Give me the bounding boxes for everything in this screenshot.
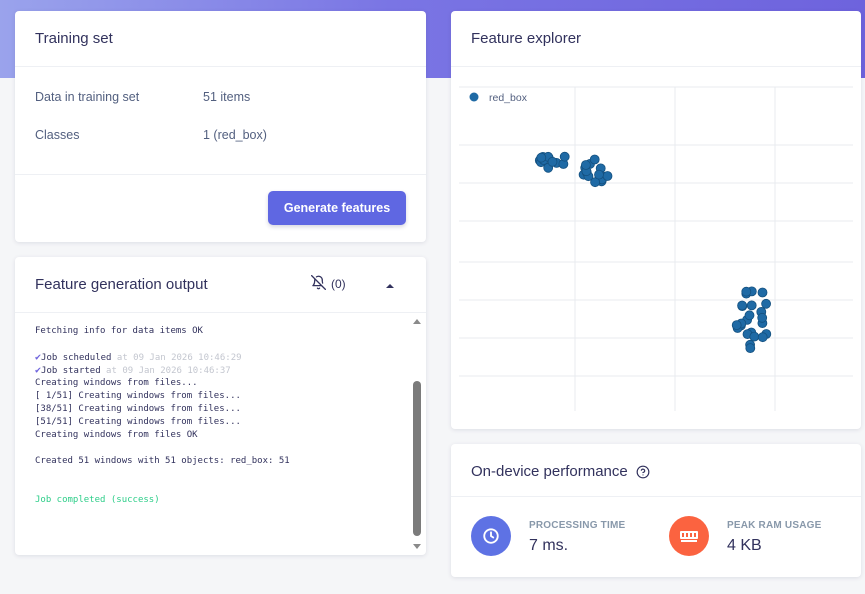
log-line: ✔Job started at 09 Jan 2026 10:46:37 — [35, 364, 413, 377]
log-line-text: [ 1/51] Creating windows from files... — [35, 391, 241, 401]
log-line-text: [51/51] Creating windows from files... — [35, 417, 241, 427]
log-timestamp: at 09 Jan 2026 10:46:37 — [100, 366, 231, 376]
bell-off-icon — [311, 275, 326, 293]
peak-ram-label: PEAK RAM USAGE — [727, 520, 822, 531]
log-line: [51/51] Creating windows from files... — [35, 416, 413, 429]
log-line-text: Job completed (success) — [35, 495, 160, 505]
scatter-point[interactable] — [757, 332, 768, 343]
log-line: Job completed (success) — [35, 494, 413, 507]
scatter-point[interactable] — [745, 343, 756, 354]
log-line-text: Creating windows from files... — [35, 378, 198, 388]
peak-ram-value: 4 KB — [727, 537, 762, 554]
performance-title-row: On-device performance — [471, 444, 650, 499]
log-line — [35, 481, 413, 494]
divider — [15, 66, 426, 67]
clock-icon — [471, 516, 511, 556]
scatter-point[interactable] — [536, 152, 547, 163]
scatter-point[interactable] — [757, 287, 768, 298]
output-title: Feature generation output — [35, 276, 208, 293]
log-line: ✔Job scheduled at 09 Jan 2026 10:46:29 — [35, 351, 413, 364]
classes-label: Classes — [35, 128, 80, 142]
performance-card: On-device performance PROCESSING TIME 7 … — [451, 444, 861, 577]
log-line-text: Fetching info for data items OK — [35, 326, 203, 336]
help-circle-icon[interactable] — [636, 465, 650, 479]
divider — [451, 66, 861, 67]
log-line: [38/51] Creating windows from files... — [35, 403, 413, 416]
log-line: Created 51 windows with 51 objects: red_… — [35, 455, 413, 468]
classes-value: 1 (red_box) — [203, 128, 267, 142]
log-line: [ 1/51] Creating windows from files... — [35, 390, 413, 403]
scatter-point[interactable] — [559, 151, 570, 162]
scatter-point[interactable] — [761, 298, 772, 309]
scatter-point[interactable] — [746, 300, 757, 311]
generate-features-button[interactable]: Generate features — [268, 191, 406, 225]
caret-up-icon[interactable] — [385, 278, 395, 288]
log-timestamp: at 09 Jan 2026 10:46:29 — [111, 353, 242, 363]
log-line — [35, 338, 413, 351]
legend-marker — [469, 92, 479, 102]
processing-time-value: 7 ms. — [529, 537, 569, 554]
log-line: Fetching info for data items OK — [35, 325, 413, 338]
data-count-value: 51 items — [203, 90, 251, 104]
log-line-text: Job started — [41, 366, 101, 376]
check-icon: ✔ — [35, 365, 42, 376]
notification-count: (0) — [331, 277, 346, 291]
scatter-point[interactable] — [602, 171, 613, 181]
log-line: Creating windows from files... — [35, 377, 413, 390]
log-line — [35, 468, 413, 481]
data-count-label: Data in training set — [35, 90, 140, 104]
scatter-point[interactable] — [594, 169, 604, 180]
divider — [451, 496, 861, 497]
log-line-text: Job scheduled — [41, 353, 112, 363]
scatter-point[interactable] — [749, 331, 760, 342]
training-set-card: Training set Data in training set 51 ite… — [15, 11, 426, 242]
log-line: Creating windows from files OK — [35, 429, 413, 442]
feature-explorer-plot[interactable]: red_box — [451, 67, 861, 429]
log-scrollbar[interactable] — [411, 315, 423, 553]
check-icon: ✔ — [35, 352, 42, 363]
scatter-point[interactable] — [547, 156, 558, 167]
log-line-text: [38/51] Creating windows from files... — [35, 404, 241, 414]
processing-time-label: PROCESSING TIME — [529, 520, 626, 531]
scatter-point[interactable] — [757, 312, 768, 323]
log-output: Fetching info for data items OK ✔Job sche… — [35, 325, 413, 507]
scatter-point[interactable] — [744, 310, 755, 321]
feature-explorer-card: Feature explorer red_box — [451, 11, 861, 429]
scatter-point[interactable] — [731, 320, 742, 331]
log-line-text: Created 51 windows with 51 objects: red_… — [35, 456, 290, 466]
scatter-point[interactable] — [741, 286, 752, 297]
memory-chip-icon — [669, 516, 709, 556]
output-card: Feature generation output (0) Fetching i… — [15, 257, 426, 555]
scatter-point[interactable] — [737, 300, 748, 311]
scatter-point[interactable] — [589, 154, 600, 165]
training-set-title: Training set — [35, 30, 113, 47]
log-line — [35, 442, 413, 455]
performance-title: On-device performance — [471, 463, 628, 480]
log-scrollbar-thumb[interactable] — [413, 381, 421, 536]
feature-explorer-title: Feature explorer — [471, 30, 582, 47]
notifications-toggle[interactable]: (0) — [311, 275, 346, 293]
divider — [15, 174, 426, 175]
divider — [15, 312, 426, 313]
log-line-text: Creating windows from files OK — [35, 430, 198, 440]
scatter-point[interactable] — [590, 177, 601, 188]
legend-label: red_box — [489, 92, 528, 104]
scatter-point[interactable] — [580, 160, 591, 170]
